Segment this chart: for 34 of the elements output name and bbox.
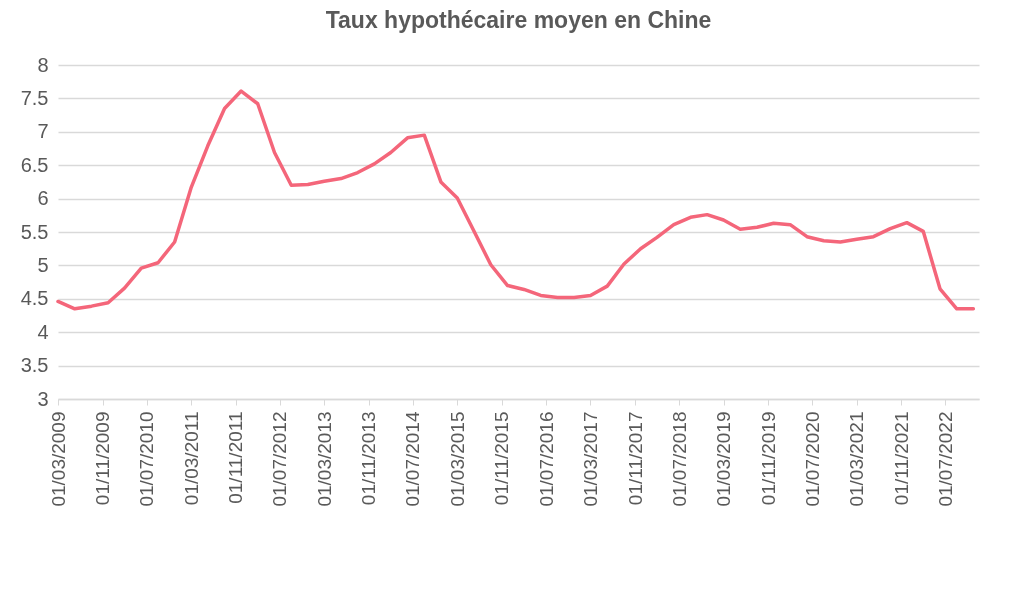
y-tick-label: 4.5 bbox=[20, 287, 49, 310]
x-tick-label: 01/03/2011 bbox=[180, 411, 202, 506]
x-tick-label: 01/07/2020 bbox=[801, 411, 823, 507]
y-tick-label: 5.5 bbox=[20, 220, 49, 243]
y-tick-label: 5 bbox=[37, 253, 49, 276]
x-tick-label: 01/07/2012 bbox=[269, 411, 291, 507]
y-tick-label: 4 bbox=[37, 320, 49, 343]
y-tick-label: 7.5 bbox=[20, 86, 49, 109]
x-tick-label: 01/07/2010 bbox=[136, 411, 158, 507]
x-tick-label: 01/03/2019 bbox=[713, 411, 735, 507]
x-tick-label: 01/11/2017 bbox=[624, 411, 646, 506]
x-tick-label: 01/11/2015 bbox=[491, 411, 513, 506]
x-tick-label: 01/07/2018 bbox=[668, 411, 690, 507]
x-tick-label: 01/11/2011 bbox=[225, 411, 247, 504]
x-tick-label: 01/11/2013 bbox=[358, 411, 380, 506]
y-tick-label: 3.5 bbox=[20, 354, 49, 377]
x-tick-label: 01/11/2009 bbox=[92, 411, 114, 506]
line-series bbox=[56, 89, 976, 311]
y-tick-label: 6 bbox=[37, 187, 49, 210]
x-tick-label: 01/03/2013 bbox=[313, 411, 335, 507]
x-tick-label: 01/03/2017 bbox=[579, 411, 601, 507]
chart-title: Taux hypothécaire moyen en Chine bbox=[325, 7, 712, 33]
x-tick-label: 01/07/2016 bbox=[535, 411, 557, 507]
x-tick-label: 01/07/2014 bbox=[402, 411, 424, 507]
y-tick-label: 3 bbox=[37, 387, 49, 410]
x-tick-label: 01/03/2015 bbox=[446, 411, 468, 507]
x-tick-label: 01/03/2009 bbox=[47, 411, 69, 507]
x-tick-label: 01/03/2021 bbox=[846, 411, 868, 507]
y-tick-label: 6.5 bbox=[20, 153, 49, 176]
y-tick-label: 8 bbox=[37, 53, 49, 76]
x-tick-label: 01/11/2021 bbox=[890, 411, 912, 506]
y-tick-label: 7 bbox=[37, 120, 49, 143]
x-tick-label: 01/11/2019 bbox=[757, 411, 779, 506]
x-tick-label: 01/07/2022 bbox=[934, 411, 956, 507]
